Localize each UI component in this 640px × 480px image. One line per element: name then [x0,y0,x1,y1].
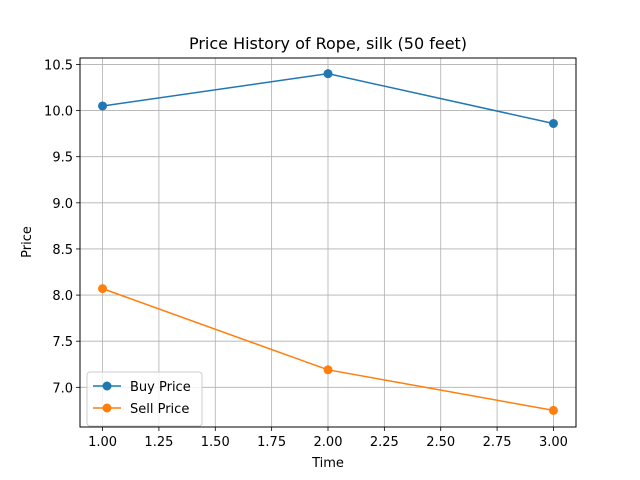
chart-title: Price History of Rope, silk (50 feet) [189,34,467,53]
y-tick-label: 8.0 [52,289,73,304]
buy-price-point [548,118,558,128]
legend-buy-price-marker [102,381,112,391]
sell-price-point [98,284,108,294]
x-tick-label: 2.00 [314,435,343,450]
y-tick-label: 7.5 [52,335,73,350]
x-axis-label: Time [311,456,344,471]
axis-ticks: 1.00 1.25 1.50 1.75 2.00 2.25 2.50 2.75 3.00 7.0 7… [44,58,568,450]
legend: Buy Price Sell Price [86,371,203,427]
buy-price-point [323,69,333,79]
x-tick-label: 1.25 [144,435,173,450]
x-tick-label: 2.75 [483,435,512,450]
y-tick-label: 7.0 [52,381,73,396]
x-tick-label: 2.50 [426,435,455,450]
sell-price-point [323,365,333,375]
legend-sell-price-marker [102,403,112,413]
y-tick-label: 9.5 [52,151,73,166]
y-tick-label: 10.0 [44,105,73,120]
x-tick-label: 3.00 [539,435,568,450]
x-tick-label: 1.00 [88,435,117,450]
x-tick-label: 2.25 [370,435,399,450]
legend-buy-price-label: Buy Price [130,380,191,395]
x-tick-label: 1.50 [201,435,230,450]
series-layer [98,69,558,415]
y-tick-label: 8.5 [52,243,73,258]
buy-price-point [98,101,108,111]
y-axis-label: Price [20,226,35,258]
legend-sell-price-label: Sell Price [130,402,189,417]
y-tick-label: 10.5 [44,58,73,73]
y-tick-label: 9.0 [52,197,73,212]
x-tick-label: 1.75 [257,435,286,450]
sell-price-point [548,405,558,415]
